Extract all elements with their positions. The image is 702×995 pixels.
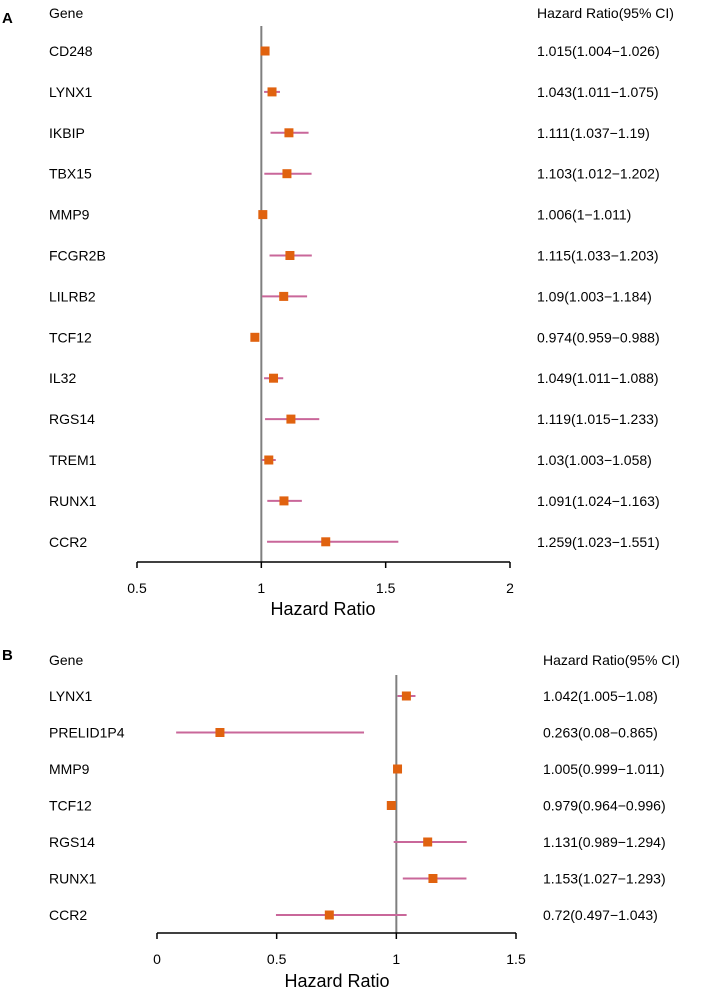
hazard-ratio-marker (386, 801, 396, 810)
hazard-ratio-marker (260, 46, 270, 56)
gene-label: TCF12 (49, 798, 92, 814)
forest-panel-a: A Gene Hazard Ratio(95% CI) CD248 1.015(1.00… (2, 5, 674, 619)
hazard-ratio-value: 1.006(1−1.011) (537, 207, 631, 223)
hazard-ratio-value: 1.153(1.027−1.293) (543, 871, 666, 887)
hazard-ratio-value: 0.263(0.08−0.865) (543, 725, 658, 741)
gene-label: TREM1 (49, 452, 97, 468)
gene-label: TBX15 (49, 166, 92, 182)
hazard-ratio-value: 1.131(0.989−1.294) (543, 834, 666, 850)
hazard-ratio-marker (215, 728, 225, 737)
panel-label: A (2, 10, 13, 27)
hazard-ratio-marker (269, 373, 279, 383)
hazard-ratio-value: 0.979(0.964−0.996) (543, 798, 666, 814)
hazard-ratio-value: 1.115(1.033−1.203) (537, 248, 659, 264)
x-axis-tick-label: 0.5 (127, 580, 147, 596)
gene-label: CD248 (49, 43, 93, 59)
hazard-ratio-value: 1.03(1.003−1.058) (537, 452, 652, 468)
hazard-ratio-value: 1.015(1.004−1.026) (537, 43, 660, 59)
hazard-ratio-value: 1.091(1.024−1.163) (537, 493, 660, 509)
hazard-ratio-marker (279, 496, 289, 506)
gene-column-header: Gene (49, 5, 83, 21)
x-axis-tick-label: 1 (257, 580, 265, 596)
x-axis-tick-label: 1.5 (506, 951, 526, 967)
hazard-ratio-marker (324, 910, 334, 920)
hazard-ratio-marker (264, 455, 274, 465)
x-axis-title: Hazard Ratio (284, 971, 389, 991)
gene-label: RGS14 (49, 411, 95, 427)
gene-column-header: Gene (49, 652, 83, 668)
x-axis-tick-label: 1 (392, 951, 400, 967)
hazard-ratio-marker (428, 874, 438, 883)
x-axis-tick-label: 0 (153, 951, 161, 967)
gene-label: CCR2 (49, 907, 87, 923)
hazard-ratio-value: 0.974(0.959−0.988) (537, 329, 660, 345)
gene-label: LYNX1 (49, 688, 93, 704)
hazard-ratio-value: 1.042(1.005−1.08) (543, 688, 658, 704)
gene-label: CCR2 (49, 534, 87, 550)
gene-label: MMP9 (49, 761, 90, 777)
hazard-ratio-column-header: Hazard Ratio(95% CI) (537, 5, 674, 21)
hazard-ratio-value: 1.259(1.023−1.551) (537, 534, 660, 550)
hazard-ratio-marker (423, 837, 433, 847)
x-axis-tick-label: 1.5 (376, 580, 396, 596)
hazard-ratio-value: 1.119(1.015−1.233) (537, 411, 659, 427)
hazard-ratio-value: 1.111(1.037−1.19) (537, 125, 650, 141)
hazard-ratio-marker (250, 332, 260, 342)
gene-label: LILRB2 (49, 288, 96, 304)
hazard-ratio-marker (286, 414, 296, 424)
x-axis-tick-label: 0.5 (267, 951, 287, 967)
hazard-ratio-value: 1.049(1.011−1.088) (537, 370, 659, 386)
gene-label: FCGR2B (49, 248, 106, 264)
hazard-ratio-marker (258, 210, 268, 220)
forest-panel-b: B Gene Hazard Ratio(95% CI) LYNX1 1.042(1.00… (2, 647, 680, 991)
gene-label: RUNX1 (49, 493, 97, 509)
hazard-ratio-marker (321, 537, 331, 547)
hazard-ratio-value: 1.043(1.011−1.075) (537, 84, 659, 100)
x-axis-title: Hazard Ratio (270, 599, 375, 619)
hazard-ratio-value: 0.72(0.497−1.043) (543, 907, 658, 923)
gene-label: TCF12 (49, 329, 92, 345)
hazard-ratio-value: 1.103(1.012−1.202) (537, 166, 660, 182)
hazard-ratio-marker (279, 291, 289, 301)
hazard-ratio-marker (393, 764, 403, 774)
gene-label: LYNX1 (49, 84, 93, 100)
hazard-ratio-marker (401, 691, 411, 701)
hazard-ratio-column-header: Hazard Ratio(95% CI) (543, 652, 680, 668)
gene-label: MMP9 (49, 207, 90, 223)
panel-label: B (2, 647, 13, 664)
gene-label: RGS14 (49, 834, 95, 850)
gene-label: IKBIP (49, 125, 85, 141)
hazard-ratio-marker (267, 87, 277, 97)
gene-label: RUNX1 (49, 871, 97, 887)
gene-label: PRELID1P4 (49, 725, 125, 741)
hazard-ratio-marker (284, 128, 294, 138)
hazard-ratio-marker (282, 169, 292, 179)
hazard-ratio-value: 1.005(0.999−1.011) (543, 761, 665, 777)
hazard-ratio-value: 1.09(1.003−1.184) (537, 288, 652, 304)
gene-label: IL32 (49, 370, 76, 386)
x-axis-tick-label: 2 (506, 580, 514, 596)
hazard-ratio-marker (285, 251, 295, 260)
